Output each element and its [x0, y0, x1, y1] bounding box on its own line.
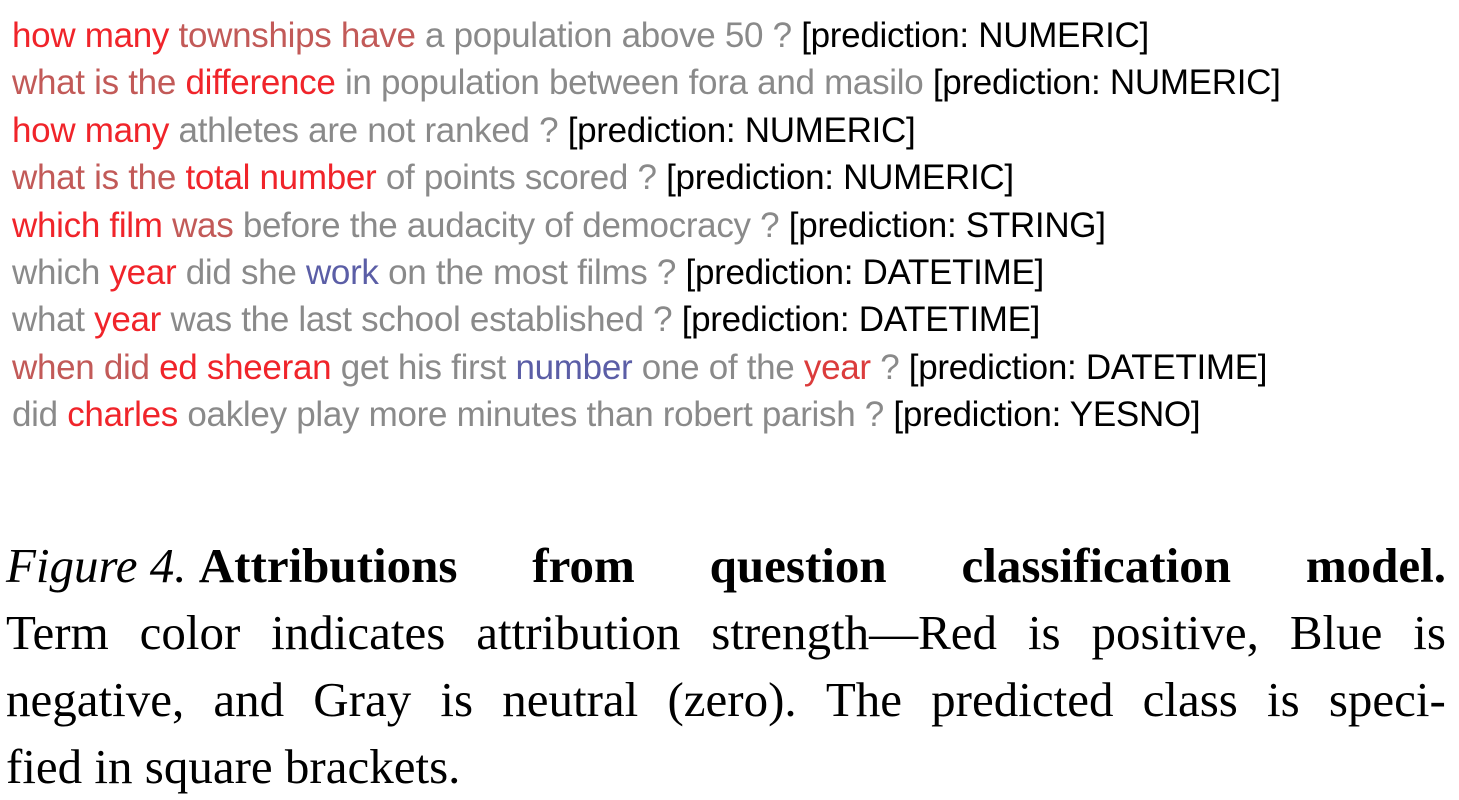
attribution-token: did she — [176, 252, 306, 292]
attribution-token: was — [162, 205, 234, 245]
attribution-token: when did — [12, 347, 160, 387]
caption-word: color — [139, 605, 241, 660]
attribution-token: what is the — [12, 158, 186, 198]
example-question: which year did she work on the most film… — [12, 249, 1452, 296]
attribution-token: athletes are not ranked ? — [169, 110, 559, 150]
attribution-token: on the most films ? — [378, 252, 677, 292]
prediction-label: [prediction: NUMERIC] — [791, 16, 1149, 55]
caption-word: attribution — [476, 605, 681, 660]
attribution-token: year — [803, 347, 871, 387]
prediction-label: [prediction: NUMERIC] — [923, 63, 1281, 103]
caption-line: fied in square brackets. — [6, 739, 461, 794]
attribution-token: total number — [185, 158, 377, 198]
caption-word: class — [1142, 672, 1238, 727]
attribution-token: before the audacity of democracy ? — [233, 205, 780, 245]
attribution-token: of points scored ? — [376, 158, 657, 198]
attribution-token: get his first — [331, 347, 516, 387]
caption-word: Term — [6, 605, 109, 660]
caption-title-line: Figure 4. Attributions from question cla… — [6, 532, 1446, 599]
caption-word: Gray — [313, 672, 412, 727]
example-question: what is the total number of points score… — [12, 154, 1452, 201]
caption-word: neutral — [502, 672, 639, 727]
attribution-token: ed sheeran — [159, 347, 332, 387]
attribution-token: number — [515, 347, 633, 387]
attribution-token: a population above 50 ? — [415, 16, 792, 55]
attribution-token: did — [12, 395, 68, 435]
caption-word: and — [213, 672, 285, 727]
attribution-token: year — [94, 300, 162, 340]
example-question: what is the difference in population bet… — [12, 59, 1452, 106]
caption-word: speci- — [1328, 672, 1446, 727]
caption-title-word: model. — [1305, 538, 1446, 593]
attribution-token: difference — [185, 63, 336, 103]
example-question: how many athletes are not ranked ? [pred… — [12, 107, 1452, 154]
caption-title-word: from — [532, 538, 635, 593]
attribution-token: how many — [12, 16, 170, 55]
caption-word: is — [440, 672, 474, 727]
caption-line: negative, and Gray is neutral (zero). The predi… — [6, 666, 1446, 733]
example-question: did charles oakley play more minutes tha… — [12, 391, 1452, 438]
caption-title-word: question — [709, 538, 887, 593]
prediction-label: [prediction: YESNO] — [883, 395, 1201, 435]
caption-word: is — [1267, 672, 1300, 727]
caption-word: predicted — [931, 672, 1114, 727]
prediction-label: [prediction: STRING] — [779, 205, 1106, 245]
caption-word: indicates — [271, 605, 446, 660]
caption-title-word: Attributions — [198, 538, 458, 593]
caption-word: The — [825, 672, 902, 727]
prediction-label: [prediction: DATETIME] — [899, 347, 1268, 387]
attribution-examples: how many townships have a population abo… — [12, 12, 1452, 439]
caption-body: Term color indicates attribution strength—Re… — [6, 599, 1446, 800]
attribution-token: what is the — [12, 63, 186, 103]
prediction-label: [prediction: DATETIME] — [676, 252, 1045, 292]
prediction-label: [prediction: DATETIME] — [672, 300, 1041, 340]
caption-line: Term color indicates attribution strength—Re… — [6, 599, 1446, 666]
example-question: how many townships have a population abo… — [12, 12, 1452, 59]
figure-caption: Figure 4. Attributions from question cla… — [6, 532, 1446, 800]
attribution-token: which film — [12, 205, 163, 245]
caption-label-and-first-word: Figure 4. Attributions — [6, 532, 457, 599]
caption-title-word: classification — [961, 538, 1231, 593]
example-question: when did ed sheeran get his first number… — [12, 344, 1452, 391]
caption-word: is — [1413, 605, 1446, 660]
caption-word: is — [1027, 605, 1061, 660]
attribution-token: ? — [870, 347, 900, 387]
attribution-token: oakley play more minutes than robert par… — [177, 395, 884, 435]
prediction-label: [prediction: NUMERIC] — [558, 110, 916, 150]
attribution-token: charles — [67, 395, 178, 435]
example-question: what year was the last school establishe… — [12, 296, 1452, 343]
attribution-token: in population between fora and masilo — [335, 63, 924, 103]
attribution-token: what — [12, 300, 95, 340]
attribution-token: one of the — [632, 347, 804, 387]
caption-word: positive, — [1091, 605, 1259, 660]
attribution-token: townships have — [169, 16, 416, 55]
attribution-token: was the last school established ? — [161, 300, 673, 340]
caption-word: (zero). — [667, 672, 797, 727]
caption-word: Blue — [1289, 605, 1383, 660]
caption-word: strength—Red — [711, 605, 998, 660]
attribution-token: which — [12, 252, 110, 292]
attribution-token: work — [305, 252, 379, 292]
attribution-token: year — [109, 252, 177, 292]
caption-word: negative, — [6, 672, 185, 727]
prediction-label: [prediction: NUMERIC] — [656, 158, 1014, 198]
attribution-token: how many — [12, 110, 170, 150]
figure-label: Figure 4. — [6, 538, 187, 593]
example-question: which film was before the audacity of de… — [12, 202, 1452, 249]
